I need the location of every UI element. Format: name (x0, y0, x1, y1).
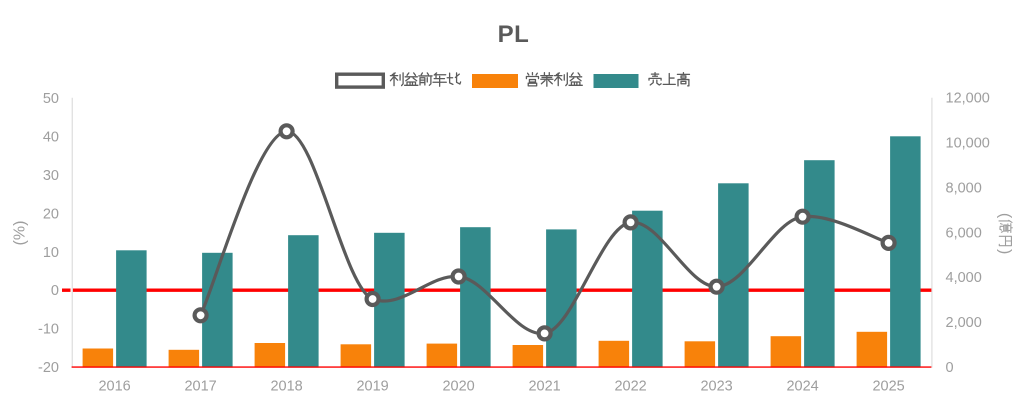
svg-text:2019: 2019 (356, 379, 388, 395)
svg-text:2024: 2024 (786, 379, 818, 395)
svg-text:2020: 2020 (442, 379, 474, 395)
svg-text:(: ( (997, 213, 1014, 219)
svg-text:0: 0 (946, 360, 954, 376)
svg-text:(%): (%) (12, 221, 29, 246)
svg-text:50: 50 (43, 91, 59, 107)
svg-text:30: 30 (43, 168, 59, 184)
svg-text:2022: 2022 (614, 379, 646, 395)
svg-text:2018: 2018 (270, 379, 302, 395)
svg-text:2025: 2025 (872, 379, 904, 395)
svg-text:10: 10 (43, 245, 59, 261)
svg-text:-20: -20 (38, 360, 59, 376)
svg-text:12,000: 12,000 (946, 91, 990, 107)
svg-text:): ) (997, 249, 1014, 254)
svg-text:20: 20 (43, 206, 59, 222)
svg-text:8,000: 8,000 (946, 180, 982, 196)
svg-text:2,000: 2,000 (946, 315, 982, 331)
svg-text:2017: 2017 (184, 379, 216, 395)
svg-text:10,000: 10,000 (946, 136, 990, 152)
svg-text:PL: PL (498, 21, 530, 48)
svg-text:6,000: 6,000 (946, 225, 982, 241)
svg-text:2021: 2021 (528, 379, 560, 395)
svg-text:2023: 2023 (700, 379, 732, 395)
svg-text:40: 40 (43, 130, 59, 146)
svg-text:-10: -10 (38, 322, 59, 338)
svg-text:4,000: 4,000 (946, 270, 982, 286)
svg-text:2016: 2016 (98, 379, 130, 395)
svg-text:0: 0 (51, 283, 59, 299)
